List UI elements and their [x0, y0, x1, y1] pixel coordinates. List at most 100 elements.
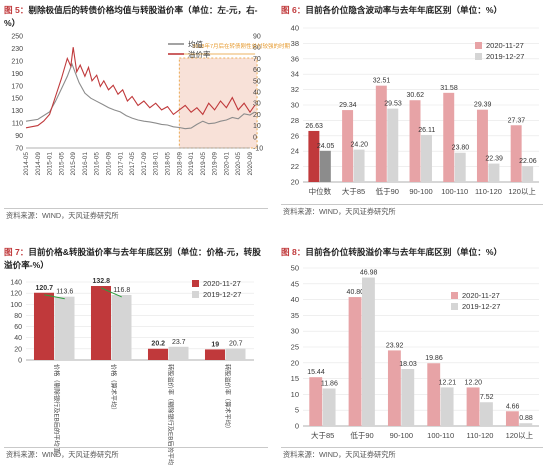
right-tick-7: 60 — [253, 67, 261, 74]
x-tick-1: 低于90 — [350, 430, 373, 440]
bar-0-4 — [443, 92, 455, 182]
bar-1-0 — [322, 388, 336, 426]
data-label-1-4: 7.52 — [480, 394, 494, 401]
legend-swatch-0 — [451, 292, 458, 299]
legend-label-1: 2019-12-27 — [203, 290, 241, 299]
y-tick-10: 40 — [291, 24, 299, 33]
bar-0-3 — [204, 349, 225, 360]
y-tick-1: 22 — [291, 162, 299, 171]
bar-1-0 — [319, 150, 331, 182]
right-tick-8: 70 — [253, 56, 261, 63]
figure-7-source: 资料来源：WIND，天风证券研究所 — [6, 450, 119, 459]
bar-1-5 — [519, 423, 533, 426]
legend-swatch-0 — [475, 42, 482, 49]
x-tick-14: 2019-01 — [188, 152, 195, 176]
figure-5-chart: 70 90 110 130 150 170 190 210 230 250 -10 0 10 20 30 40… — [11, 34, 290, 176]
data-label-1-1: 116.8 — [113, 287, 130, 294]
figure-5-panel: 图 5：剔除极值后的转债价格均值与转股溢价率（单位：左-元，右-%） 70 90 1… — [4, 4, 291, 222]
data-label-1-0: 11.86 — [321, 381, 338, 388]
x-tick-17: 2020-01 — [223, 152, 230, 176]
bar-1-3 — [225, 348, 246, 360]
x-tick-2: 转股溢价率（剔除银行及EB后的平均值） — [167, 364, 175, 465]
y-tick-8: 40 — [291, 295, 299, 304]
x-tick-10: 2017-09 — [141, 152, 148, 176]
data-label-1-0: 24.05 — [317, 143, 335, 150]
data-label-0-1: 40.80 — [347, 289, 365, 296]
figure-6-tag: 图 6： — [281, 5, 306, 15]
data-label-0-6: 27.37 — [508, 117, 526, 124]
x-tick-6: 120以上 — [508, 187, 536, 196]
y-tick-3: 15 — [291, 374, 299, 383]
legend-label-0: 2020-11-27 — [486, 41, 524, 50]
y-tick-6: 120 — [10, 291, 22, 298]
data-label-1-3: 20.7 — [229, 340, 243, 347]
data-label-1-4: 23.80 — [452, 145, 470, 152]
x-tick-6: 2016-05 — [94, 152, 101, 176]
x-tick-18: 2020-05 — [235, 152, 242, 176]
right-tick-1: 0 — [253, 134, 257, 141]
x-tick-1: 大于85 — [342, 186, 365, 196]
bar-1-2 — [401, 369, 415, 426]
y-tick-4: 28 — [291, 116, 299, 125]
series-line-0 — [25, 62, 256, 130]
legend-label-0: 均值 — [188, 39, 203, 49]
x-tick-4: 100-110 — [441, 187, 468, 196]
bar-0-3 — [409, 100, 421, 182]
y-tick-2: 24 — [291, 147, 299, 156]
bar-1-1 — [362, 277, 375, 426]
bar-1-4 — [480, 402, 493, 426]
bar-1-6 — [522, 166, 534, 182]
left-tick-1: 90 — [15, 133, 23, 140]
change-arrow-1 — [101, 287, 122, 298]
bar-0-0 — [308, 130, 320, 182]
y-tick-10: 50 — [291, 264, 299, 273]
bar-1-3 — [440, 387, 454, 426]
data-label-0-2: 20.2 — [151, 341, 165, 348]
legend-label-0: 2020-11-27 — [203, 279, 241, 288]
figure-6-title-text: 目前各价位隐含波动率与去年年底区别（单位：%） — [305, 5, 503, 15]
annotation-text: 2018年7月后在转债刚性兑付较强的时期 — [192, 42, 290, 50]
x-tick-1: 2014-09 — [35, 152, 42, 176]
right-tick-3: 20 — [253, 112, 261, 119]
legend-label-0: 2020-11-27 — [462, 291, 500, 300]
figure-8-source: 资料来源：WIND，天风证券研究所 — [283, 450, 396, 459]
bar-0-2 — [147, 348, 168, 360]
figure-8-panel: 图 8：目前各价位转股溢价率与去年年底区别（单位：%） 0 5 10 15 20 25 30… — [281, 246, 546, 464]
series-line-1 — [25, 47, 256, 129]
data-label-1-5: 22.39 — [485, 156, 503, 163]
y-tick-5: 100 — [10, 302, 22, 309]
bar-0-4 — [466, 387, 480, 426]
y-tick-7: 34 — [291, 70, 299, 79]
bar-1-3 — [421, 134, 432, 182]
data-label-1-6: 22.06 — [519, 158, 537, 165]
x-tick-8: 2017-01 — [117, 152, 124, 176]
figure-6-chart: 20 22 24 26 28 30 32 34 36 38 40 26.63 24.05 中位数 29.34… — [291, 24, 539, 196]
bar-0-3 — [427, 363, 441, 426]
figure-6-panel: 图 6：目前各价位隐含波动率与去年年底区别（单位：%） 20 22 24 26 28 30… — [281, 4, 546, 222]
x-tick-7: 2016-09 — [106, 152, 113, 176]
legend-label-1: 2019-12-27 — [462, 302, 500, 311]
figure-5-source: 资料来源：WIND，天风证券研究所 — [6, 211, 119, 220]
bar-1-4 — [454, 152, 466, 182]
left-tick-5: 170 — [11, 83, 23, 90]
bar-0-1 — [342, 110, 354, 182]
y-tick-7: 35 — [291, 311, 299, 320]
legend-swatch-1 — [475, 53, 482, 60]
x-tick-2: 90-100 — [390, 431, 413, 440]
data-label-1-1: 46.98 — [360, 270, 378, 277]
data-label-1-0: 113.6 — [56, 289, 73, 296]
data-label-1-5: 0.88 — [519, 415, 533, 422]
data-label-0-4: 12.20 — [465, 379, 483, 386]
data-label-1-2: 23.7 — [172, 339, 186, 346]
bar-0-0 — [309, 377, 323, 426]
left-tick-2: 110 — [12, 121, 23, 128]
y-tick-9: 45 — [291, 279, 299, 288]
y-tick-4: 80 — [14, 313, 22, 320]
y-tick-0: 0 — [295, 422, 299, 431]
right-tick-4: 30 — [253, 101, 261, 108]
x-tick-3: 90-100 — [409, 187, 432, 196]
right-tick-2: 10 — [253, 123, 261, 130]
right-tick-0: -10 — [253, 146, 263, 153]
data-label-0-3: 19.86 — [425, 355, 443, 362]
